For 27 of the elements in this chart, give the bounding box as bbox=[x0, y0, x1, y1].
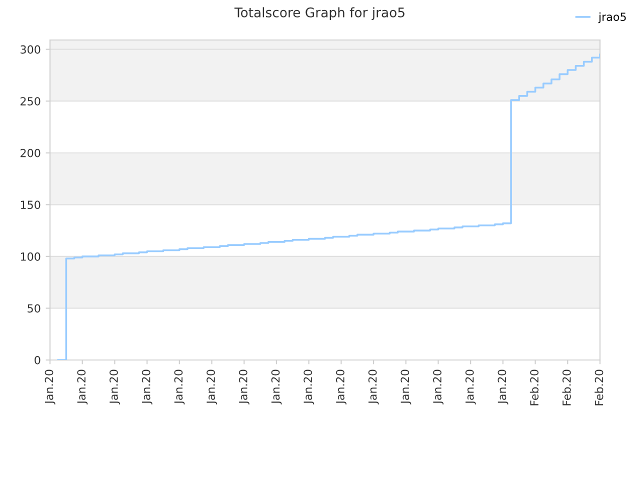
x-tick-label: Jan.20 bbox=[465, 370, 476, 404]
y-tick-label: 150 bbox=[20, 200, 40, 210]
x-tick-label: Jan.20 bbox=[368, 370, 379, 404]
y-tick-label: 50 bbox=[28, 304, 40, 313]
x-tick-label: Jan.20 bbox=[400, 370, 412, 404]
legend-label: jrao5 bbox=[598, 12, 626, 24]
x-tick-label: Jan.20 bbox=[142, 370, 152, 404]
x-tick-label: Feb.20 bbox=[562, 370, 571, 406]
x-tick-label: Jan.20 bbox=[44, 370, 56, 404]
x-tick-label: Jan.20 bbox=[110, 370, 120, 404]
x-tick-label: Feb.20 bbox=[594, 370, 604, 406]
x-tick-label: Feb.20 bbox=[530, 370, 539, 406]
x-tick-label: Jan.20 bbox=[271, 370, 282, 404]
x-tick-label: Jan.20 bbox=[174, 370, 185, 404]
y-tick-label: 200 bbox=[20, 148, 40, 158]
y-tick-label: 250 bbox=[20, 97, 40, 106]
x-tick-label: Jan.20 bbox=[336, 370, 346, 404]
x-tick-label: Jan.20 bbox=[433, 370, 444, 404]
y-tick-label: 0 bbox=[34, 356, 40, 364]
x-tick-label: Jan.20 bbox=[498, 370, 508, 404]
x-tick-label: Jan.20 bbox=[206, 370, 218, 404]
y-tick-label: 300 bbox=[20, 45, 40, 54]
x-tick-label: Jan.20 bbox=[304, 370, 314, 404]
chart-title: Totalscore Graph for jrao5 bbox=[234, 7, 404, 20]
y-tick-label: 100 bbox=[20, 252, 40, 261]
x-tick-label: Jan.20 bbox=[238, 370, 250, 404]
x-tick-label: Jan.20 bbox=[77, 370, 88, 404]
